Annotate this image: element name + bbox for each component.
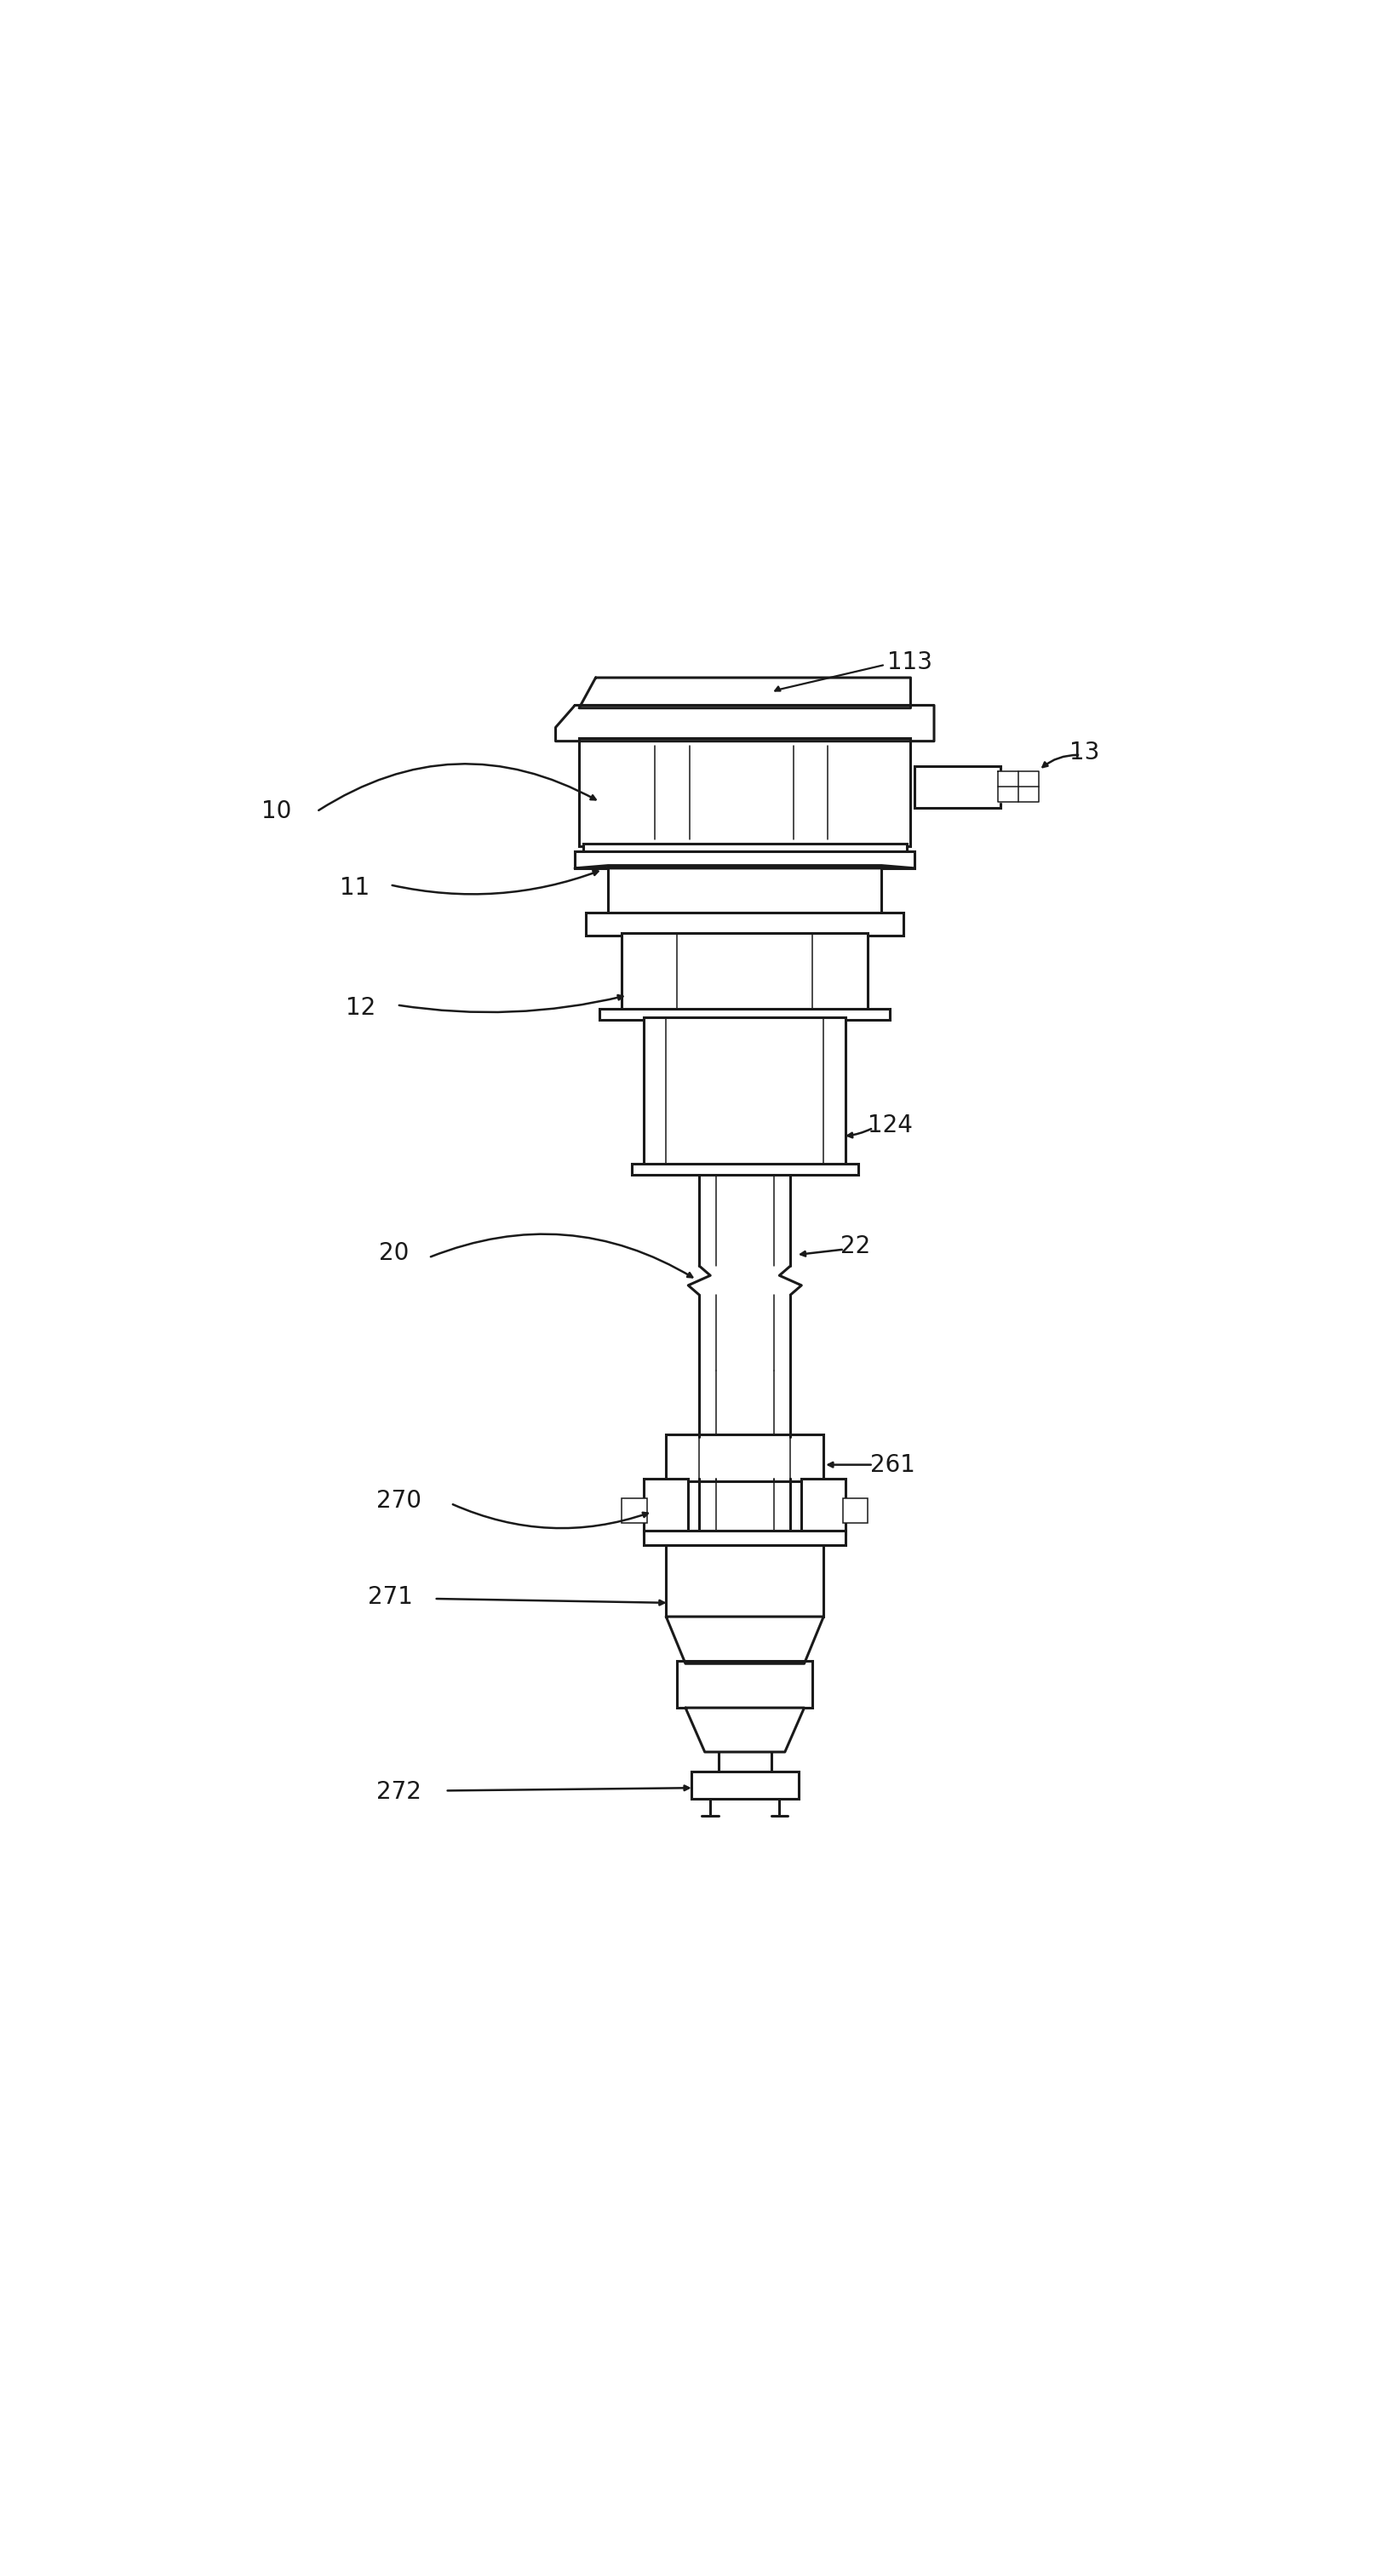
Text: 22: 22	[840, 1234, 871, 1260]
Polygon shape	[579, 677, 911, 708]
Text: 124: 124	[868, 1113, 912, 1136]
Polygon shape	[997, 773, 1039, 801]
Bar	[644, 1479, 688, 1533]
Polygon shape	[685, 1708, 804, 1752]
Bar	[600, 1010, 890, 1020]
Text: 272: 272	[376, 1780, 421, 1803]
Text: 13: 13	[1070, 739, 1099, 765]
Text: 11: 11	[340, 876, 371, 899]
Bar	[666, 1435, 823, 1481]
Bar	[644, 1530, 846, 1546]
Bar	[644, 1018, 846, 1167]
Bar	[801, 1479, 846, 1533]
Bar	[621, 933, 868, 1012]
Text: 12: 12	[345, 997, 376, 1020]
Bar	[609, 866, 882, 914]
Text: 270: 270	[376, 1489, 421, 1512]
Polygon shape	[666, 1618, 823, 1664]
Bar	[575, 853, 915, 868]
Bar	[621, 1497, 646, 1522]
Bar	[579, 739, 911, 845]
Text: 10: 10	[262, 799, 291, 824]
Text: 113: 113	[887, 652, 932, 675]
Text: 261: 261	[871, 1453, 915, 1476]
Bar	[691, 1772, 798, 1798]
Bar	[586, 912, 904, 935]
Bar	[915, 765, 1000, 806]
Bar	[677, 1662, 812, 1708]
Bar	[584, 842, 907, 855]
Bar	[666, 1546, 823, 1618]
Text: 20: 20	[379, 1242, 410, 1265]
Polygon shape	[575, 866, 915, 868]
Bar	[631, 1164, 858, 1175]
Polygon shape	[556, 706, 935, 742]
Text: 271: 271	[368, 1584, 412, 1610]
Bar	[843, 1497, 868, 1522]
